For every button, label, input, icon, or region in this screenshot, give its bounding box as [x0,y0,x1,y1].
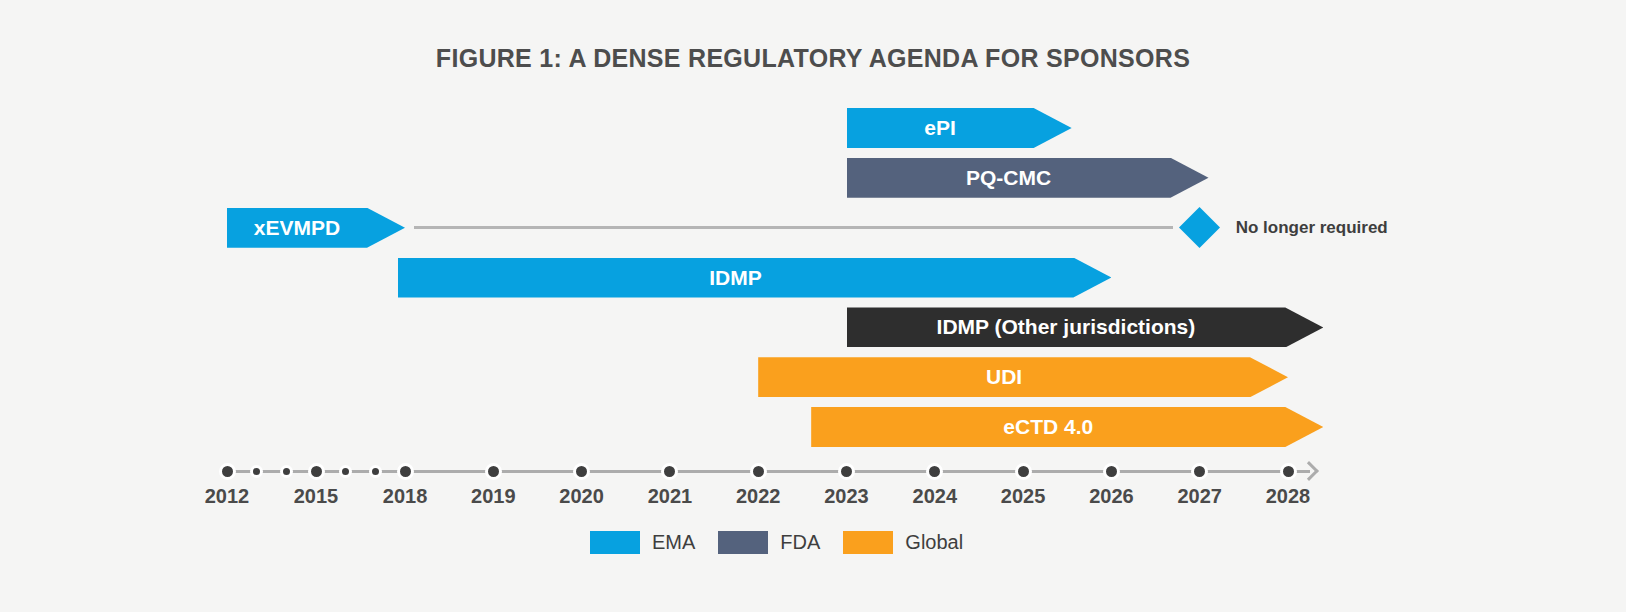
axis-dot-2023 [838,463,855,480]
axis-dot-2024 [926,463,943,480]
legend-label-ema: EMA [652,531,695,554]
timeline-bar-idmp: IDMP [398,258,1112,298]
axis-year-label-2025: 2025 [1001,485,1046,508]
bar-label: IDMP [398,258,1112,298]
timeline-axis [227,470,1310,473]
legend-swatch-fda [718,531,768,554]
axis-year-label-2021: 2021 [648,485,693,508]
no-longer-required-note: No longer required [1236,208,1388,248]
axis-dot-minor [339,465,352,478]
axis-dot-2025 [1015,463,1032,480]
axis-dot-2018 [397,463,414,480]
legend-swatch-ema [590,531,640,554]
no-longer-required-diamond-icon [1179,207,1220,248]
legend-label-fda: FDA [780,531,820,554]
axis-year-label-2022: 2022 [736,485,781,508]
axis-dot-2019 [485,463,502,480]
axis-dot-minor [250,465,263,478]
annotation-line [414,226,1173,229]
bar-label: eCTD 4.0 [811,407,1323,447]
timeline-bar-xevmpd: xEVMPD [227,208,405,248]
axis-year-label-2015: 2015 [294,485,339,508]
legend-item-fda: FDA [718,531,820,554]
legend: EMA FDA Global [590,531,963,554]
timeline-bar-udi: UDI [758,357,1288,397]
bar-label: ePI [847,108,1072,148]
timeline-chart: No longer required ePI PQ-CMC xEVMPD IDMP ID… [0,0,1626,612]
axis-dot-2027 [1191,463,1208,480]
axis-dot-2021 [661,463,678,480]
axis-year-label-2026: 2026 [1089,485,1134,508]
legend-swatch-global [843,531,893,554]
axis-year-label-2023: 2023 [824,485,869,508]
axis-dot-2028 [1280,463,1297,480]
figure-canvas: FIGURE 1: A DENSE REGULATORY AGENDA FOR … [0,0,1626,612]
legend-item-global: Global [843,531,963,554]
timeline-bar-pq-cmc: PQ-CMC [847,158,1209,198]
axis-year-label-2024: 2024 [913,485,958,508]
timeline-bar-epi: ePI [847,108,1072,148]
axis-dot-minor [369,465,382,478]
axis-dot-2015 [308,463,325,480]
axis-year-label-2012: 2012 [205,485,250,508]
axis-year-label-2019: 2019 [471,485,516,508]
axis-year-label-2020: 2020 [559,485,604,508]
axis-year-label-2027: 2027 [1177,485,1222,508]
legend-label-global: Global [905,531,963,554]
bar-label: xEVMPD [227,208,405,248]
axis-dot-2020 [573,463,590,480]
axis-dot-2022 [750,463,767,480]
axis-dot-2026 [1103,463,1120,480]
timeline-bar-idmp-other-jurisdictions: IDMP (Other jurisdictions) [847,307,1324,347]
bar-label: UDI [758,357,1288,397]
axis-year-label-2018: 2018 [383,485,428,508]
axis-arrowhead-icon [1299,461,1319,481]
axis-year-label-2028: 2028 [1266,485,1311,508]
axis-dot-2012 [219,463,236,480]
axis-dot-minor [280,465,293,478]
timeline-bar-ectd-4-0: eCTD 4.0 [811,407,1323,447]
bar-label: IDMP (Other jurisdictions) [847,307,1324,347]
bar-label: PQ-CMC [847,158,1209,198]
legend-item-ema: EMA [590,531,695,554]
